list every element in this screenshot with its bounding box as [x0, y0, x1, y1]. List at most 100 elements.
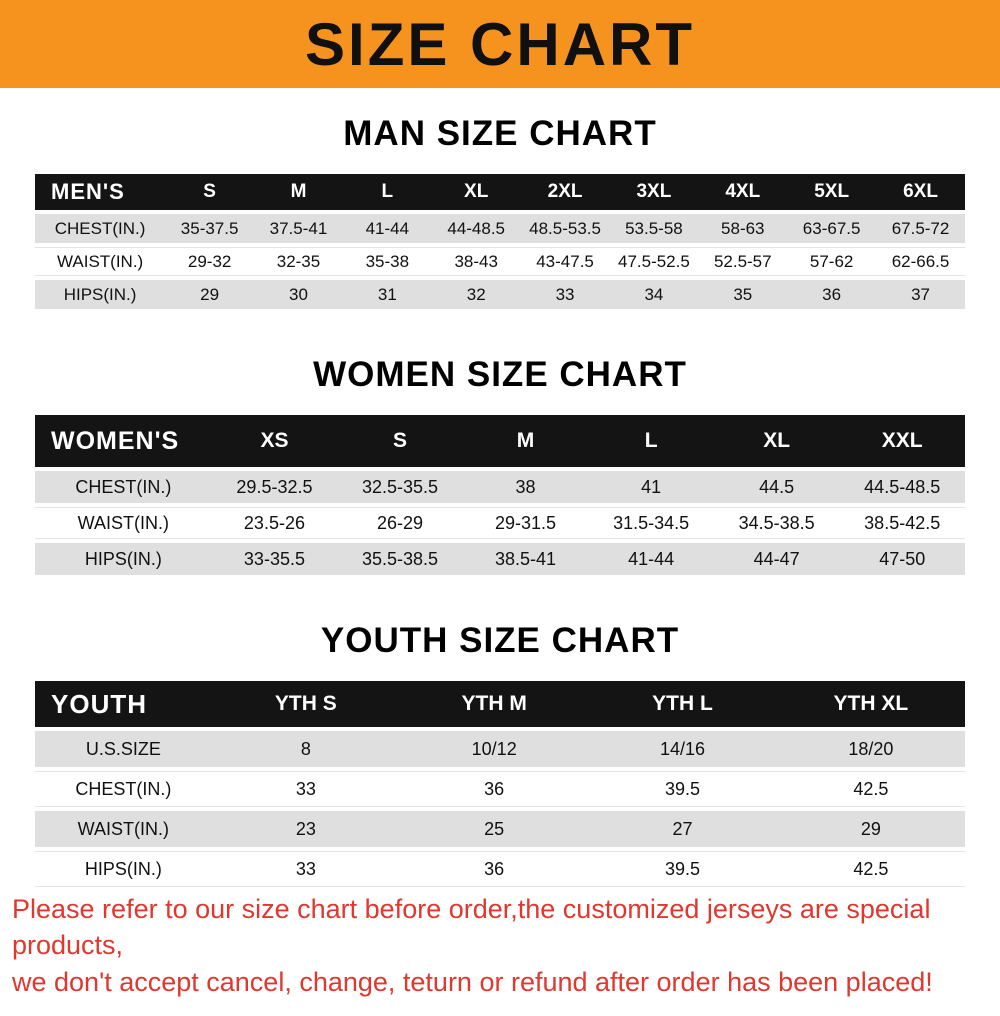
table-title-cell: WOMEN'S [35, 415, 212, 467]
value-cell: 29 [776, 811, 965, 847]
row-label-cell: CHEST(IN.) [35, 771, 212, 807]
size-header-cell: 3XL [609, 174, 699, 210]
value-cell: 33 [211, 771, 401, 807]
value-cell: 43-47.5 [520, 247, 610, 276]
value-cell: 48.5-53.5 [520, 214, 610, 243]
table-row: CHEST(IN.) 33 36 39.5 42.5 [35, 771, 965, 807]
value-cell: 37 [876, 280, 965, 309]
size-header-cell: S [337, 415, 463, 467]
row-label-cell: WAIST(IN.) [35, 811, 212, 847]
footer-disclaimer: Please refer to our size chart before or… [0, 891, 1000, 1016]
value-cell: 33-35.5 [211, 543, 338, 575]
size-header-cell: YTH M [400, 681, 589, 727]
size-header-cell: XXL [839, 415, 965, 467]
size-header-cell: YTH XL [776, 681, 965, 727]
value-cell: 57-62 [787, 247, 877, 276]
table-row: WAIST(IN.) 29-32 32-35 35-38 38-43 43-47.5 47.… [35, 247, 965, 276]
men-section-heading: MAN SIZE CHART [343, 114, 657, 153]
value-cell: 18/20 [776, 731, 965, 767]
women-size-table: WOMEN'S XS S M L XL XXL CHEST(IN.) 29.5-32.5 32.5… [35, 411, 965, 579]
table-header-row: MEN'S S M L XL 2XL 3XL 4XL 5XL 6XL [35, 174, 965, 210]
value-cell: 27 [588, 811, 777, 847]
value-cell: 36 [400, 771, 589, 807]
table-row: CHEST(IN.) 35-37.5 37.5-41 41-44 44-48.5 48.5… [35, 214, 965, 243]
value-cell: 38-43 [431, 247, 521, 276]
size-header-cell: XL [713, 415, 840, 467]
size-header-cell: 4XL [698, 174, 788, 210]
value-cell: 34 [609, 280, 699, 309]
value-cell: 35-37.5 [165, 214, 255, 243]
size-header-cell: XL [431, 174, 521, 210]
table-row: WAIST(IN.) 23.5-26 26-29 29-31.5 31.5-34.5 34… [35, 507, 965, 539]
size-header-cell: 5XL [787, 174, 877, 210]
size-header-cell: YTH L [588, 681, 777, 727]
row-label-cell: WAIST(IN.) [35, 507, 212, 539]
value-cell: 42.5 [776, 851, 965, 887]
size-header-cell: 6XL [876, 174, 965, 210]
footer-disclaimer-line1: Please refer to our size chart before or… [12, 894, 931, 961]
size-header-cell: L [588, 415, 714, 467]
value-cell: 35.5-38.5 [337, 543, 463, 575]
value-cell: 44.5 [713, 471, 840, 503]
value-cell: 41 [588, 471, 714, 503]
women-section-heading: WOMEN SIZE CHART [313, 355, 687, 394]
value-cell: 41-44 [342, 214, 432, 243]
size-header-cell: YTH S [211, 681, 401, 727]
women-section: WOMEN SIZE CHART WOMEN'S XS S M L XL XXL CHEST(… [0, 313, 1000, 579]
value-cell: 31.5-34.5 [588, 507, 714, 539]
table-row: HIPS(IN.) 29 30 31 32 33 34 35 36 37 [35, 280, 965, 309]
row-label-cell: HIPS(IN.) [35, 280, 166, 309]
value-cell: 25 [400, 811, 589, 847]
value-cell: 36 [787, 280, 877, 309]
value-cell: 62-66.5 [876, 247, 965, 276]
value-cell: 67.5-72 [876, 214, 965, 243]
youth-section-heading: YOUTH SIZE CHART [320, 621, 680, 660]
table-title-cell: YOUTH [35, 681, 212, 727]
youth-section: YOUTH SIZE CHART YOUTH YTH S YTH M YTH L YTH… [0, 579, 1000, 891]
value-cell: 44.5-48.5 [839, 471, 965, 503]
value-cell: 23.5-26 [211, 507, 338, 539]
table-row: WAIST(IN.) 23 25 27 29 [35, 811, 965, 847]
value-cell: 47-50 [839, 543, 965, 575]
value-cell: 23 [211, 811, 401, 847]
men-section: MAN SIZE CHART MEN'S S M L XL 2XL 3XL 4XL 5XL 6XL… [0, 88, 1000, 313]
row-label-cell: U.S.SIZE [35, 731, 212, 767]
table-header-row: WOMEN'S XS S M L XL XXL [35, 415, 965, 467]
value-cell: 38.5-42.5 [839, 507, 965, 539]
value-cell: 14/16 [588, 731, 777, 767]
table-row: HIPS(IN.) 33 36 39.5 42.5 [35, 851, 965, 887]
table-row: HIPS(IN.) 33-35.5 35.5-38.5 38.5-41 41-44 44-… [35, 543, 965, 575]
value-cell: 39.5 [588, 771, 777, 807]
value-cell: 33 [520, 280, 610, 309]
value-cell: 29-31.5 [462, 507, 589, 539]
table-row: U.S.SIZE 8 10/12 14/16 18/20 [35, 731, 965, 767]
men-size-table: MEN'S S M L XL 2XL 3XL 4XL 5XL 6XL CHEST(IN.) 35-37… [35, 170, 965, 313]
footer-disclaimer-line2: we don't accept cancel, change, teturn o… [12, 966, 933, 997]
value-cell: 30 [254, 280, 343, 309]
value-cell: 47.5-52.5 [609, 247, 699, 276]
value-cell: 44-47 [713, 543, 840, 575]
value-cell: 39.5 [588, 851, 777, 887]
size-header-cell: XS [211, 415, 338, 467]
row-label-cell: CHEST(IN.) [35, 471, 212, 503]
value-cell: 29.5-32.5 [211, 471, 338, 503]
value-cell: 32 [431, 280, 521, 309]
value-cell: 29 [165, 280, 255, 309]
value-cell: 52.5-57 [698, 247, 788, 276]
value-cell: 35 [698, 280, 788, 309]
size-header-cell: M [254, 174, 343, 210]
value-cell: 58-63 [698, 214, 788, 243]
value-cell: 31 [342, 280, 432, 309]
size-header-cell: L [342, 174, 432, 210]
value-cell: 38 [462, 471, 589, 503]
value-cell: 29-32 [165, 247, 255, 276]
table-row: CHEST(IN.) 29.5-32.5 32.5-35.5 38 41 44.5 44.5… [35, 471, 965, 503]
value-cell: 26-29 [337, 507, 463, 539]
row-label-cell: WAIST(IN.) [35, 247, 166, 276]
value-cell: 32-35 [254, 247, 343, 276]
value-cell: 34.5-38.5 [713, 507, 840, 539]
value-cell: 63-67.5 [787, 214, 877, 243]
page-title: SIZE CHART [305, 10, 695, 78]
value-cell: 41-44 [588, 543, 714, 575]
